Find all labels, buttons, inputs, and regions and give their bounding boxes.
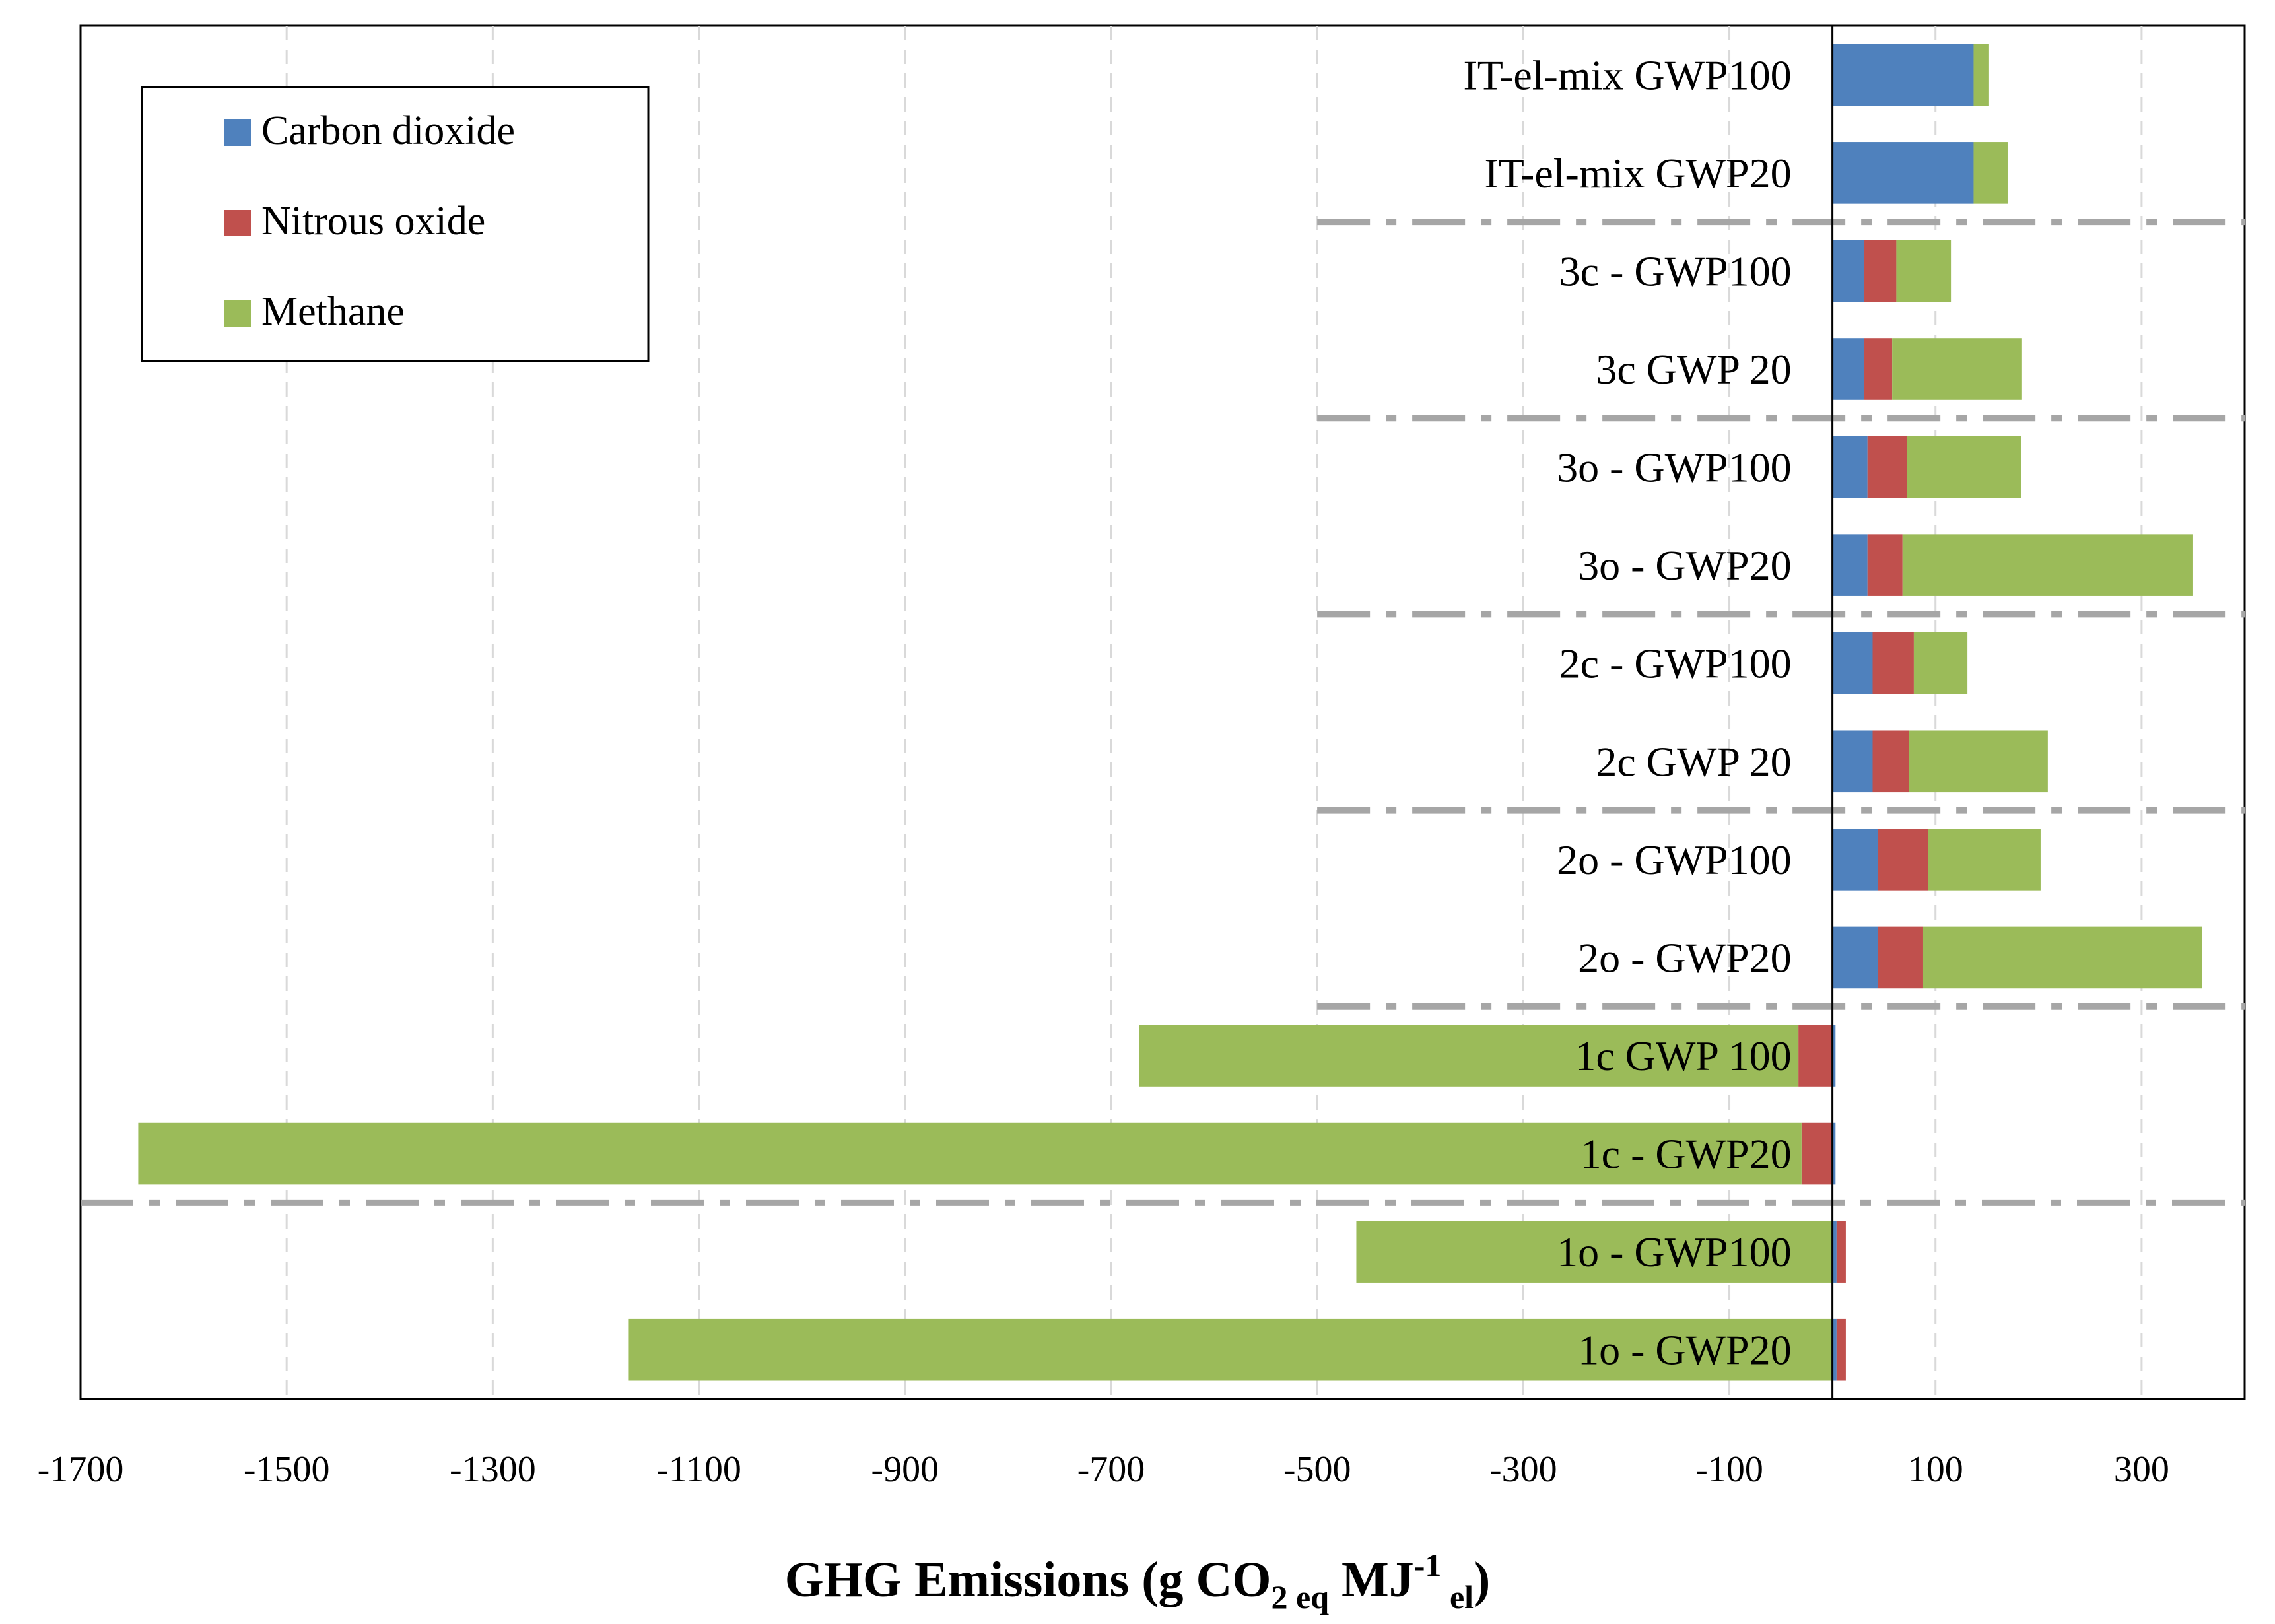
bar-nitrous-oxide <box>1836 1318 1846 1381</box>
x-tick-label: -1500 <box>244 1449 330 1490</box>
category-label: 2c GWP 20 <box>1596 738 1791 785</box>
x-tick-label: 300 <box>2114 1449 2169 1490</box>
category-labels: IT-el-mix GWP100 IT-el-mix GWP20 3c - GWP1… <box>1463 51 1791 1373</box>
x-tick-label: -900 <box>871 1449 939 1490</box>
category-label: 2o - GWP20 <box>1578 934 1792 981</box>
bar-carbon-dioxide <box>1832 632 1873 694</box>
category-label: 1o - GWP20 <box>1578 1327 1792 1374</box>
bar-carbon-dioxide <box>1832 926 1878 989</box>
bar-nitrous-oxide <box>1801 1122 1833 1185</box>
bar-methane <box>138 1122 1802 1185</box>
bar-methane <box>1913 632 1968 694</box>
legend-swatch <box>224 300 251 327</box>
bar-carbon-dioxide <box>1832 1025 1836 1087</box>
category-label: 2c - GWP100 <box>1559 640 1792 687</box>
x-tick-label: -100 <box>1695 1449 1763 1490</box>
bar-carbon-dioxide <box>1832 730 1873 793</box>
bar-nitrous-oxide <box>1867 436 1907 498</box>
x-tick-label: -1300 <box>450 1449 536 1490</box>
x-axis-title-mid: MJ <box>1329 1552 1414 1607</box>
category-label: 2o - GWP100 <box>1557 836 1792 883</box>
bar-methane <box>628 1318 1833 1381</box>
bars <box>138 44 2203 1381</box>
category-label: 3c - GWP100 <box>1559 248 1792 294</box>
x-tick-label: 100 <box>1908 1449 1963 1490</box>
bar-methane <box>1907 436 2021 498</box>
x-axis-title: GHG Emissions (g CO2 eq MJ-1 el) <box>785 1547 1491 1615</box>
bar-carbon-dioxide <box>1832 1318 1837 1381</box>
bar-methane <box>1973 142 2008 204</box>
x-tick-label: -700 <box>1077 1449 1145 1490</box>
bar-carbon-dioxide <box>1832 338 1865 400</box>
bar-carbon-dioxide <box>1832 436 1868 498</box>
bar-nitrous-oxide <box>1836 1221 1846 1283</box>
x-tick-label: -300 <box>1489 1449 1557 1490</box>
legend-label: Methane <box>261 289 405 334</box>
x-tick-labels: -1700 -1500 -1300 -1100 -900 -700 -500 -300 -100… <box>38 1449 2169 1490</box>
bar-methane <box>1139 1025 1799 1087</box>
category-label: 1c - GWP20 <box>1580 1131 1792 1178</box>
legend-label: Carbon dioxide <box>261 108 515 153</box>
x-tick-label: -1100 <box>656 1449 741 1490</box>
bar-nitrous-oxide <box>1867 534 1903 596</box>
category-label: IT-el-mix GWP100 <box>1463 51 1791 98</box>
legend-swatch <box>224 119 251 146</box>
bar-nitrous-oxide <box>1878 926 1923 989</box>
legend-swatch <box>224 210 251 236</box>
x-axis-title-end: ) <box>1474 1552 1490 1607</box>
bar-carbon-dioxide <box>1832 240 1865 302</box>
bar-carbon-dioxide <box>1832 534 1868 596</box>
legend-label: Nitrous oxide <box>261 199 485 244</box>
bar-nitrous-oxide <box>1864 240 1897 302</box>
category-label: 1c GWP 100 <box>1575 1032 1791 1079</box>
x-tick-label: -500 <box>1283 1449 1351 1490</box>
category-label: 3o - GWP20 <box>1578 542 1792 589</box>
category-label: 3c GWP 20 <box>1596 346 1791 393</box>
bar-carbon-dioxide <box>1832 1221 1837 1283</box>
category-label: 1o - GWP100 <box>1557 1229 1792 1275</box>
legend: Carbon dioxide Nitrous oxide Methane <box>141 86 650 362</box>
bar-methane <box>1928 829 2041 891</box>
bar-carbon-dioxide <box>1832 829 1878 891</box>
bar-carbon-dioxide <box>1832 44 1974 106</box>
bar-nitrous-oxide <box>1872 730 1909 793</box>
bar-methane <box>1896 240 1952 302</box>
x-axis-title-sup: -1 <box>1414 1547 1442 1584</box>
x-tick-label: -1700 <box>38 1449 124 1490</box>
bar-nitrous-oxide <box>1864 338 1893 400</box>
bar-methane <box>1973 44 1989 106</box>
category-label: IT-el-mix GWP20 <box>1484 150 1791 197</box>
bar-methane <box>1909 730 2048 793</box>
bar-nitrous-oxide <box>1878 829 1928 891</box>
bar-methane <box>1892 338 2022 400</box>
bar-carbon-dioxide <box>1832 1122 1836 1185</box>
x-axis-title-sub1: 2 eq <box>1272 1578 1330 1615</box>
bar-nitrous-oxide <box>1798 1025 1833 1087</box>
bar-methane <box>1356 1221 1833 1283</box>
bar-nitrous-oxide <box>1872 632 1914 694</box>
x-axis-title-sub2: el <box>1441 1578 1474 1615</box>
x-axis-title-main: GHG Emissions (g CO <box>785 1552 1272 1607</box>
bar-methane <box>1902 534 2193 596</box>
bar-methane <box>1922 926 2203 989</box>
bar-carbon-dioxide <box>1832 142 1974 204</box>
group-separators <box>81 219 2245 1206</box>
category-label: 3o - GWP100 <box>1557 444 1792 491</box>
